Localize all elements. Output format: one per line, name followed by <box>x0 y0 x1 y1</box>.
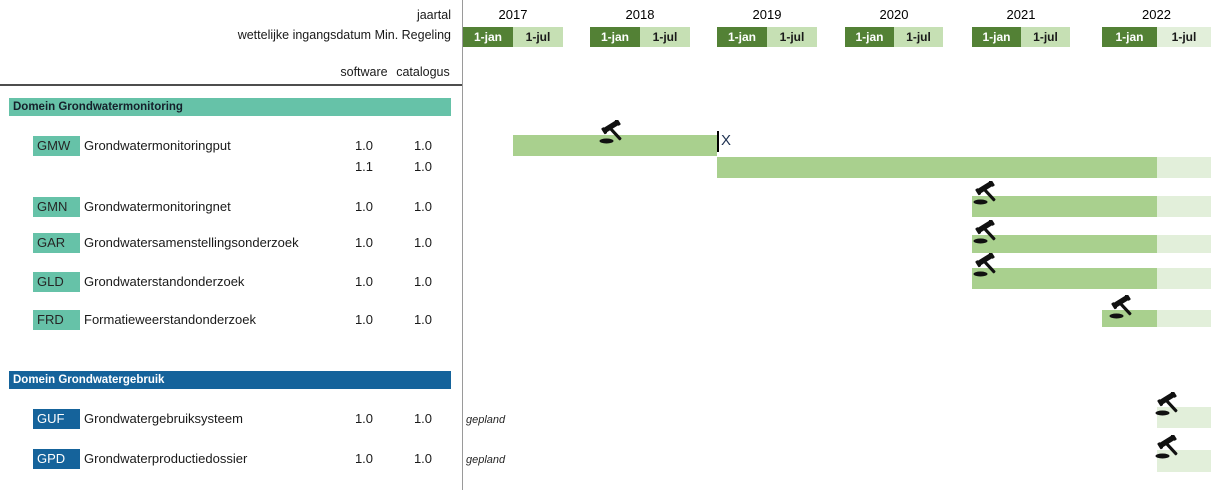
status-gepland-guf: gepland <box>466 414 506 426</box>
software-version: 1.0 <box>354 199 374 214</box>
timeline-bar-gar-1-0-planned <box>1157 235 1211 253</box>
year-label-2022: 2022 <box>1142 7 1171 22</box>
year-label-2019: 2019 <box>752 7 782 22</box>
timeline-bar-gar-1-0-realized <box>972 235 1157 253</box>
panel-divider-line <box>462 0 463 490</box>
timeline-bar-gmw-1-1-realized <box>717 157 1157 178</box>
year-label-2018: 2018 <box>625 7 655 22</box>
year-cell-2018-1-jan: 1-jan <box>590 27 640 47</box>
gavel-icon <box>598 118 628 144</box>
timeline-bar-gpd-1-0-planned <box>1157 450 1211 472</box>
year-label-2017: 2017 <box>498 7 528 22</box>
catalogus-version: 1.0 <box>413 199 433 214</box>
row-name: Grondwatergebruiksysteem <box>84 411 243 426</box>
timeline-bar-frd-1-0-planned <box>1157 310 1211 327</box>
axis-title-jaartal: jaartal <box>416 8 451 22</box>
row-gmn: GMN Grondwatermonitoringnet 1.0 1.0 <box>0 197 462 217</box>
year-cell-2019-1-jul: 1-jul <box>767 27 817 47</box>
row-name: Formatieweerstandonderzoek <box>84 312 256 327</box>
catalogus-version: 1.0 <box>413 235 433 250</box>
year-cell-2020-1-jul: 1-jul <box>894 27 943 47</box>
column-header-software: software <box>340 65 388 79</box>
column-header-catalogus: catalogus <box>396 65 450 79</box>
software-version: 1.0 <box>354 451 374 466</box>
catalogus-version: 1.0 <box>413 159 433 174</box>
row-code-badge: GPD <box>33 449 80 469</box>
software-version: 1.0 <box>354 274 374 289</box>
catalogus-version: 1.0 <box>413 312 433 327</box>
regulation-date-label: wettelijke ingangsdatum Min. Regeling <box>237 28 451 42</box>
year-label-2020: 2020 <box>879 7 909 22</box>
software-version: 1.0 <box>354 138 374 153</box>
software-version: 1.0 <box>354 312 374 327</box>
milestone-x-marker: X <box>721 132 732 149</box>
year-cell-2017-1-jul: 1-jul <box>513 27 563 47</box>
timeline-bar-gmn-1-0-planned <box>1157 196 1211 217</box>
row-code-badge: GMW <box>33 136 80 156</box>
timeline-bar-gmw-1-0-realized <box>513 135 717 156</box>
row-guf: GUF Grondwatergebruiksysteem 1.0 1.0 <box>0 409 462 429</box>
row-gar: GAR Grondwatersamenstellingsonderzoek 1.… <box>0 233 462 253</box>
row-code-badge: FRD <box>33 310 80 330</box>
year-label-2021: 2021 <box>1006 7 1036 22</box>
row-code-badge: GAR <box>33 233 80 253</box>
gavel-icon <box>972 251 1002 277</box>
timeline-bar-gld-1-0-realized <box>972 268 1157 289</box>
year-cell-2020-1-jan: 1-jan <box>845 27 894 47</box>
gavel-icon <box>1108 293 1138 319</box>
software-version: 1.0 <box>354 411 374 426</box>
row-name: Grondwatermonitoringnet <box>84 199 231 214</box>
domain-header-grondwatermonitoring: Domein Grondwatermonitoring <box>9 98 451 116</box>
row-gld: GLD Grondwaterstandonderzoek 1.0 1.0 <box>0 272 462 292</box>
year-cell-2021-1-jan: 1-jan <box>972 27 1021 47</box>
timeline-bar-gmn-1-0-realized <box>972 196 1157 217</box>
row-name: Grondwaterstandonderzoek <box>84 274 245 289</box>
row-gmw-version-2: 1.1 1.0 <box>0 157 462 177</box>
domain-title: Domein Grondwatermonitoring <box>13 101 183 113</box>
catalogus-version: 1.0 <box>413 274 433 289</box>
row-gmw: GMW Grondwatermonitoringput 1.0 1.0 <box>0 136 462 156</box>
domain-header-grondwatergebruik: Domein Grondwatergebruik <box>9 371 451 389</box>
row-frd: FRD Formatieweerstandonderzoek 1.0 1.0 <box>0 310 462 330</box>
year-cell-2022-1-jul: 1-jul <box>1157 27 1211 47</box>
year-cell-2019-1-jan: 1-jan <box>717 27 767 47</box>
software-version: 1.1 <box>354 159 374 174</box>
gavel-icon <box>1154 390 1184 416</box>
row-name: Grondwatersamenstellingsonderzoek <box>84 235 299 250</box>
year-cell-2018-1-jul: 1-jul <box>640 27 690 47</box>
row-name: Grondwaterproductiedossier <box>84 451 248 466</box>
row-code-badge: GMN <box>33 197 80 217</box>
timeline-bar-guf-1-0-planned <box>1157 407 1211 428</box>
catalogus-version: 1.0 <box>413 451 433 466</box>
catalogus-version: 1.0 <box>413 411 433 426</box>
gavel-icon <box>972 179 1002 205</box>
milestone-tick <box>717 131 719 152</box>
row-name: Grondwatermonitoringput <box>84 138 231 153</box>
gavel-icon <box>972 218 1002 244</box>
row-gpd: GPD Grondwaterproductiedossier 1.0 1.0 <box>0 449 462 469</box>
row-code-badge: GUF <box>33 409 80 429</box>
header-underline <box>0 84 462 86</box>
year-cell-2022-1-jan: 1-jan <box>1102 27 1157 47</box>
timeline-bar-gmw-1-1-planned <box>1157 157 1211 178</box>
year-cell-2017-1-jan: 1-jan <box>463 27 513 47</box>
domain-title: Domein Grondwatergebruik <box>13 374 165 386</box>
gavel-icon <box>1154 433 1184 459</box>
timeline-bar-gld-1-0-planned <box>1157 268 1211 289</box>
row-code-badge: GLD <box>33 272 80 292</box>
software-version: 1.0 <box>354 235 374 250</box>
year-cell-2021-1-jul: 1-jul <box>1021 27 1070 47</box>
status-gepland-gpd: gepland <box>466 454 506 466</box>
catalogus-version: 1.0 <box>413 138 433 153</box>
